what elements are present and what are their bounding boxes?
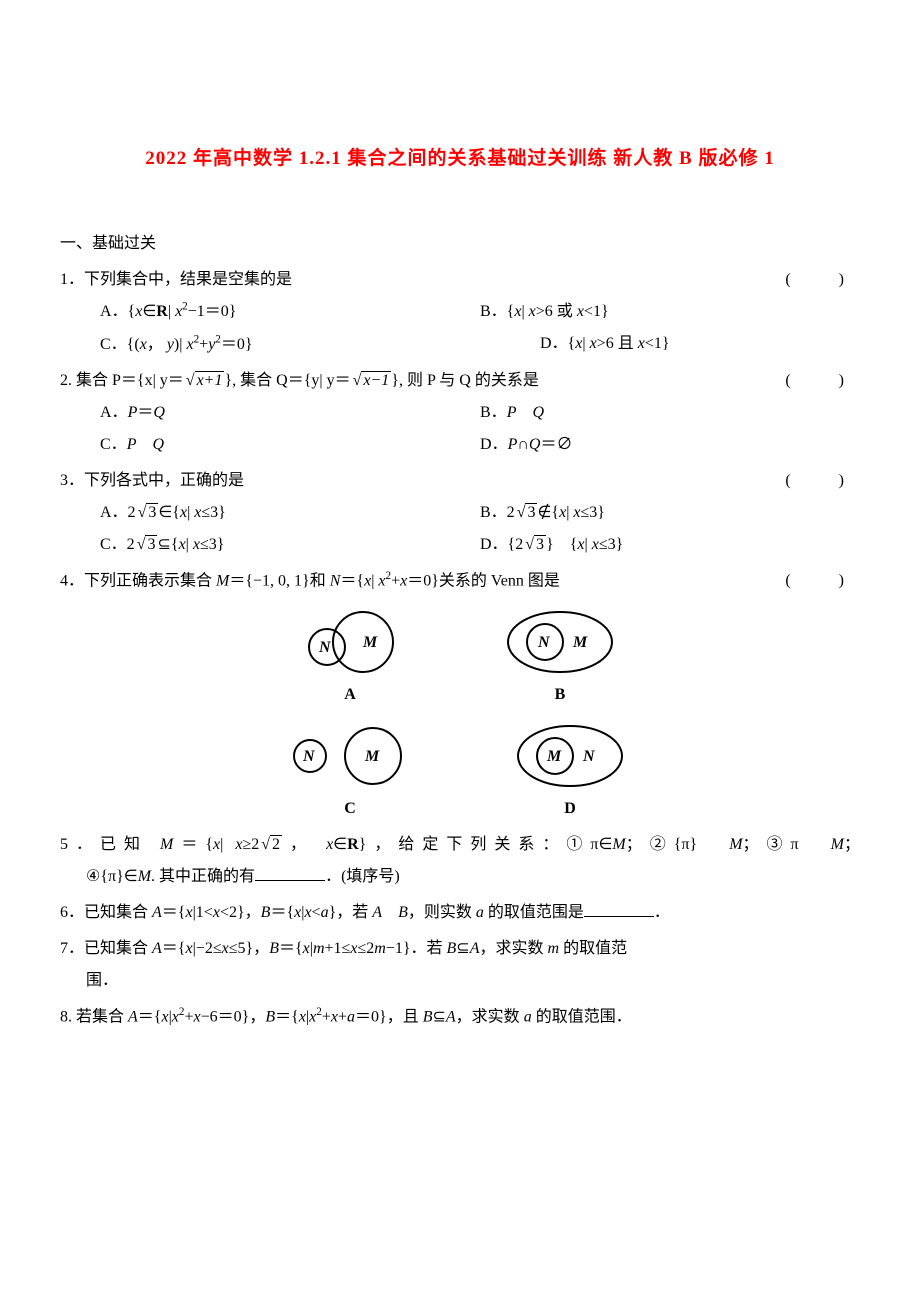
q5-sqrt: 2 — [270, 835, 282, 853]
svg-text:N: N — [582, 748, 596, 765]
q3-opt-c: C．23⊆{x| x≤3} — [100, 529, 480, 561]
venn-label-c: C — [285, 793, 415, 825]
question-5: 5．已知 M＝{x| x≥22， x∈R}，给定下列关系：①π∈M；②{π} M… — [60, 829, 860, 893]
venn-label-a: A — [295, 679, 405, 711]
q3a-pre: A．2 — [100, 504, 136, 521]
section-heading: 一、基础过关 — [60, 228, 860, 260]
q7-line2: 围． — [60, 965, 860, 997]
question-2: 2. 集合 P＝{x| y＝ x+1}, 集合 Q＝{y| y＝ x−1}, 则 P… — [60, 365, 860, 461]
q3-opt-d: D．{23} {x| x≤3} — [480, 529, 860, 561]
q1-opt-d: D．{x| x>6 且 x<1} — [480, 328, 860, 360]
q4-paren: ( ) — [785, 565, 860, 597]
question-7: 7．已知集合 A＝{x|−2≤x≤5}，B＝{x|m+1≤x≤2m−1}．若 B… — [60, 933, 860, 997]
q1-opt-a: A．{x∈R| x2−1＝0} — [100, 296, 480, 328]
q1-stem: 1．下列集合中，结果是空集的是 — [60, 264, 785, 296]
venn-row-2: N M C M N D — [60, 721, 860, 825]
q2-sqrt1: x+1 — [195, 371, 225, 389]
svg-text:N: N — [537, 634, 551, 651]
svg-text:M: M — [546, 748, 562, 765]
q1-paren: ( ) — [785, 264, 860, 296]
q3-opt-a: A．23∈{x| x≤3} — [100, 497, 480, 529]
question-6: 6．已知集合 A＝{x|1<x<2}，B＝{x|x<a}，若 A B，则实数 a… — [60, 897, 860, 929]
q5-line1: 5．已知 M＝{x| x≥22， x∈R}，给定下列关系：①π∈M；②{π} M… — [60, 829, 860, 861]
q3c-pre: C．2 — [100, 536, 135, 553]
q3b-pre: B．2 — [480, 504, 515, 521]
q2-opt-d: D．P∩Q＝∅ — [480, 429, 860, 461]
question-4: 4．下列正确表示集合 M＝{−1, 0, 1}和 N＝{x| x2+x＝0}关系… — [60, 565, 860, 825]
venn-row-1: N M A N M B — [60, 607, 860, 711]
venn-d: M N — [505, 721, 635, 791]
q2-paren: ( ) — [785, 365, 860, 397]
q3-stem: 3．下列各式中，正确的是 — [60, 465, 785, 497]
q3b-sqrt: 3 — [525, 503, 537, 521]
svg-text:M: M — [572, 634, 588, 651]
q2-stem-suf: }, 则 P 与 Q 的关系是 — [391, 372, 539, 389]
q3a-sqrt: 3 — [146, 503, 158, 521]
q5-line2: ④{π}∈M. 其中正确的有．(填序号) — [60, 861, 860, 893]
question-1: 1．下列集合中，结果是空集的是 ( ) A．{x∈R| x2−1＝0} B．{x… — [60, 264, 860, 361]
q4-stem: 4．下列正确表示集合 M＝{−1, 0, 1}和 N＝{x| x2+x＝0}关系… — [60, 565, 785, 597]
svg-text:M: M — [364, 748, 380, 765]
venn-a: N M — [295, 607, 405, 677]
doc-title: 2022 年高中数学 1.2.1 集合之间的关系基础过关训练 新人教 B 版必修… — [60, 140, 860, 178]
q2-opt-c: C．P Q — [100, 429, 480, 461]
q2-opt-a: A．P＝Q — [100, 397, 480, 429]
q2-opt-b: B．P Q — [480, 397, 860, 429]
q6-blank — [584, 901, 654, 917]
q3-paren: ( ) — [785, 465, 860, 497]
svg-text:M: M — [362, 634, 378, 651]
q2-stem-pre: 2. 集合 P＝{x| y＝ — [60, 372, 184, 389]
venn-b: N M — [495, 607, 625, 677]
q1-opt-c: C．{(x， y)| x2+y2＝0} — [100, 328, 480, 360]
question-3: 3．下列各式中，正确的是 ( ) A．23∈{x| x≤3} B．23∉{x| … — [60, 465, 860, 561]
q1-opt-b: B．{x| x>6 或 x<1} — [480, 296, 860, 328]
venn-label-d: D — [505, 793, 635, 825]
venn-c: N M — [285, 721, 415, 791]
q3-opt-b: B．23∉{x| x≤3} — [480, 497, 860, 529]
q3c-sqrt: 3 — [145, 535, 157, 553]
question-8: 8. 若集合 A＝{x|x2+x−6＝0}，B＝{x|x2+x+a＝0}，且 B… — [60, 1001, 860, 1033]
q2-stem-mid: }, 集合 Q＝{y| y＝ — [224, 372, 350, 389]
q3d-sqrt: 3 — [534, 535, 546, 553]
q5-blank — [255, 865, 325, 881]
svg-text:N: N — [318, 639, 332, 656]
svg-text:N: N — [302, 748, 316, 765]
venn-label-b: B — [495, 679, 625, 711]
q2-sqrt2: x−1 — [361, 371, 391, 389]
q2-stem: 2. 集合 P＝{x| y＝ x+1}, 集合 Q＝{y| y＝ x−1}, 则 P… — [60, 365, 785, 397]
q7-line1: 7．已知集合 A＝{x|−2≤x≤5}，B＝{x|m+1≤x≤2m−1}．若 B… — [60, 933, 860, 965]
